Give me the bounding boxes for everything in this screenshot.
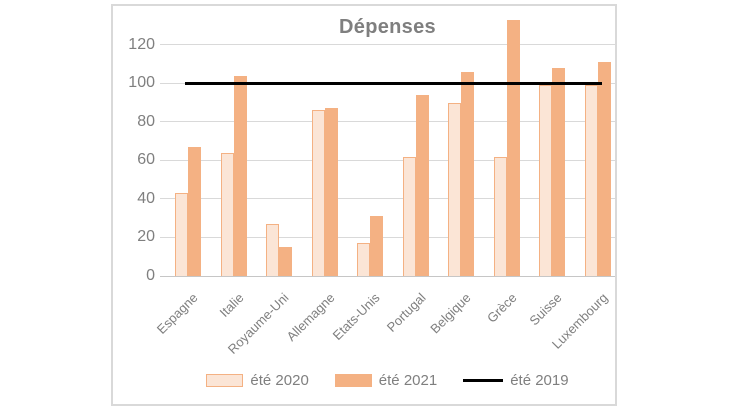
y-tick-label: 80: [137, 112, 155, 130]
chart-title: Dépenses: [339, 16, 436, 38]
bar-ete-2021-grece: [506, 19, 520, 276]
x-category-label: Portugal: [383, 290, 429, 335]
y-tick-label: 20: [137, 228, 155, 246]
bar-ete-2020-royaume-uni: [266, 224, 279, 276]
gridline: [160, 159, 615, 161]
y-tick-label: 120: [128, 35, 155, 53]
x-category-label: Italie: [216, 290, 247, 321]
y-tick-label: 60: [137, 151, 155, 169]
bar-ete-2020-luxembourg: [584, 85, 598, 276]
bar-ete-2020-allemagne: [311, 110, 325, 276]
gridline: [160, 198, 615, 200]
chart-card: Dépenses 0 20 40 60 80 100 120 Espagne Italie Ro…: [111, 4, 617, 406]
legend-line-swatch-ete-2019: [463, 379, 504, 382]
bar-ete-2020-grece: [493, 156, 507, 276]
bar-ete-2021-luxembourg: [597, 62, 611, 276]
bar-ete-2020-espagne: [175, 193, 188, 276]
legend-item-ete-2020: été 2020: [206, 372, 309, 389]
bar-ete-2021-etats-unis: [370, 216, 383, 276]
bar-ete-2020-portugal: [402, 156, 416, 276]
bar-ete-2021-belgique: [461, 71, 474, 276]
bar-ete-2021-allemagne: [324, 108, 338, 276]
x-category-label: Suisse: [526, 290, 565, 329]
y-tick-label: 100: [128, 74, 155, 92]
legend-label-ete-2019: été 2019: [510, 372, 569, 389]
x-category-label: Espagne: [153, 290, 201, 337]
x-category-label: Luxembourg: [548, 290, 611, 352]
legend-label-ete-2020: été 2020: [250, 372, 309, 389]
x-category-label: Allemagne: [283, 290, 338, 345]
bar-ete-2021-royaume-uni: [279, 247, 292, 276]
x-category-label: Belgique: [427, 290, 474, 337]
gridline: [160, 121, 615, 123]
bar-ete-2021-italie: [233, 75, 247, 276]
legend: été 2020 été 2021 été 2019: [160, 372, 615, 389]
legend-item-ete-2021: été 2021: [334, 372, 438, 389]
plot-area: [160, 16, 615, 277]
bar-ete-2020-italie: [220, 152, 234, 276]
bar-ete-2021-suisse: [552, 68, 565, 276]
y-tick-label: 40: [137, 189, 155, 207]
legend-swatch-ete-2020: [206, 374, 244, 387]
bar-ete-2020-etats-unis: [357, 243, 370, 276]
bar-ete-2021-espagne: [188, 146, 201, 276]
gridline: [160, 236, 615, 238]
y-tick-label: 0: [146, 267, 155, 284]
legend-item-ete-2019: été 2019: [463, 372, 569, 389]
bar-ete-2020-belgique: [448, 102, 461, 276]
x-category-label: Etats-Unis: [329, 290, 383, 344]
reference-line-ete-2019: [185, 81, 602, 85]
x-category-label: Royaume-Uni: [224, 290, 292, 357]
x-category-label: Grèce: [483, 290, 520, 326]
legend-label-ete-2021: été 2021: [378, 372, 438, 389]
bar-ete-2020-suisse: [539, 85, 552, 276]
legend-swatch-ete-2021: [334, 374, 372, 387]
bar-ete-2021-portugal: [415, 94, 429, 276]
y-axis: 0 20 40 60 80 100 120: [113, 6, 155, 286]
gridline: [160, 44, 615, 46]
